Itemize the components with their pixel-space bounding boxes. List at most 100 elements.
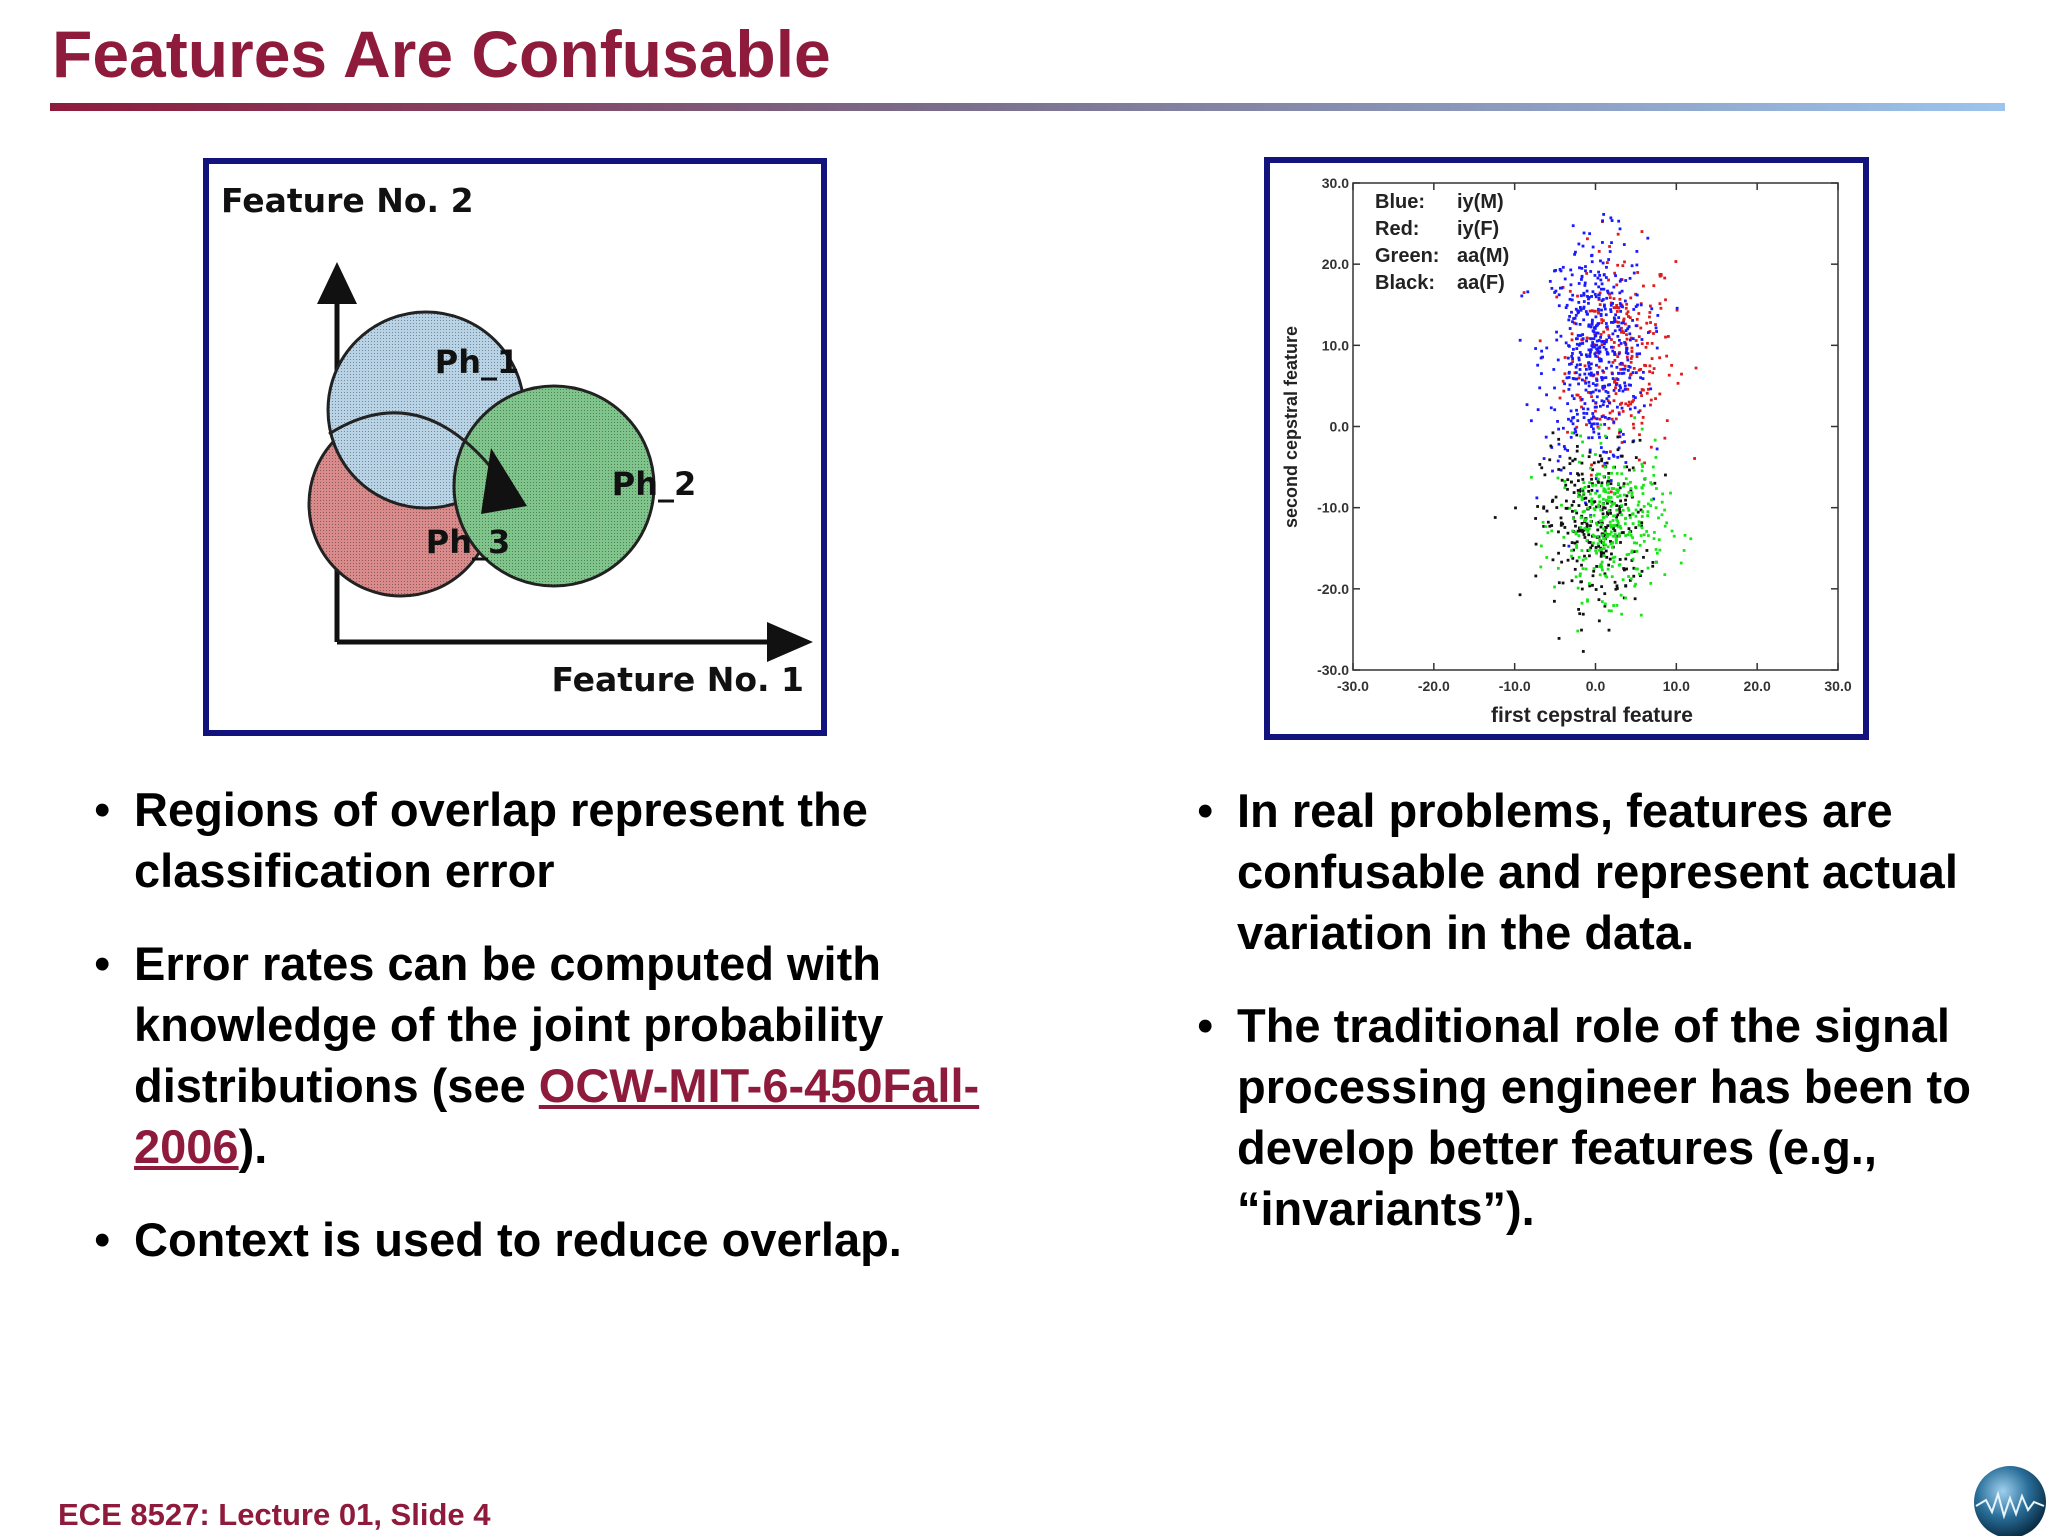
data-point (1627, 527, 1631, 531)
data-point (1613, 318, 1617, 322)
data-point (1591, 427, 1595, 431)
data-point (1542, 524, 1546, 528)
data-point (1597, 598, 1601, 602)
data-point (1553, 291, 1557, 294)
data-point (1598, 565, 1602, 568)
data-point (1658, 356, 1662, 360)
data-point (1572, 491, 1576, 494)
data-point (1591, 583, 1594, 587)
data-point (1587, 527, 1591, 531)
data-point (1582, 318, 1586, 322)
data-point (1566, 430, 1569, 434)
data-point (1580, 472, 1584, 476)
data-point (1670, 363, 1674, 367)
data-point (1605, 461, 1609, 465)
data-point (1625, 347, 1629, 350)
data-point (1577, 534, 1581, 538)
data-point (1577, 301, 1581, 304)
data-point (1568, 362, 1571, 366)
data-point (1616, 378, 1620, 381)
data-point (1635, 549, 1639, 553)
data-point (1609, 308, 1613, 311)
data-point (1603, 529, 1607, 532)
data-point (1573, 427, 1577, 431)
data-point (1587, 418, 1591, 422)
data-point (1606, 501, 1609, 505)
data-point (1630, 264, 1634, 268)
data-point (1555, 295, 1559, 299)
data-point (1591, 482, 1594, 486)
data-point (1642, 555, 1645, 559)
data-point (1566, 356, 1570, 360)
data-point (1591, 484, 1594, 487)
data-point (1629, 533, 1633, 537)
data-point (1603, 307, 1607, 311)
data-point (1589, 466, 1592, 470)
data-point (1604, 490, 1608, 494)
ocw-mit-link[interactable]: OCW-MIT-6-450Fall-2006 (134, 1059, 980, 1173)
data-point (1602, 273, 1606, 277)
data-point (1613, 502, 1617, 505)
data-point (1572, 317, 1575, 320)
data-point (1587, 301, 1590, 305)
data-point (1624, 322, 1627, 326)
legend-key: Red: (1375, 218, 1419, 240)
data-point (1605, 499, 1608, 503)
data-point (1693, 457, 1696, 460)
data-point (1619, 342, 1623, 345)
data-point (1646, 510, 1650, 514)
data-point (1625, 355, 1629, 359)
data-point (1589, 391, 1593, 395)
data-point (1634, 371, 1638, 375)
data-point (1574, 322, 1578, 326)
data-point (1588, 584, 1592, 588)
data-point (1631, 319, 1634, 322)
data-point (1630, 551, 1634, 554)
data-point (1682, 549, 1686, 552)
data-point (1571, 509, 1574, 513)
data-point (1605, 338, 1609, 342)
data-point (1562, 466, 1566, 470)
data-point (1541, 355, 1544, 359)
data-point (1568, 289, 1572, 293)
data-point (1581, 489, 1585, 492)
data-point (1610, 417, 1614, 421)
data-point (1606, 327, 1609, 331)
data-point (1575, 445, 1579, 448)
data-point (1603, 572, 1607, 576)
data-point (1596, 372, 1600, 376)
data-point (1582, 293, 1586, 297)
data-point (1563, 356, 1567, 359)
data-point (1624, 584, 1628, 588)
data-point (1609, 523, 1612, 527)
data-point (1618, 338, 1621, 342)
region-label-ph3: Ph_3 (426, 523, 511, 561)
data-point (1610, 565, 1614, 568)
data-point (1599, 519, 1602, 523)
data-point (1570, 273, 1574, 277)
data-point (1590, 463, 1593, 467)
data-point (1582, 231, 1586, 235)
data-point (1598, 417, 1602, 421)
data-point (1609, 482, 1613, 486)
data-point (1563, 382, 1566, 386)
data-point (1550, 529, 1554, 533)
data-point (1559, 516, 1563, 520)
data-point (1615, 515, 1618, 519)
data-point (1591, 345, 1595, 349)
data-point (1617, 371, 1621, 375)
data-point (1583, 402, 1587, 405)
data-point (1584, 310, 1588, 313)
data-point (1650, 307, 1654, 311)
data-point (1630, 549, 1634, 553)
data-point (1607, 563, 1611, 567)
data-point (1607, 491, 1611, 495)
data-point (1634, 526, 1638, 529)
data-point (1649, 445, 1653, 449)
data-point (1571, 556, 1575, 560)
data-point (1571, 422, 1575, 426)
data-point (1649, 387, 1653, 391)
data-point (1618, 486, 1622, 490)
data-point (1630, 350, 1634, 353)
data-point (1617, 488, 1621, 492)
